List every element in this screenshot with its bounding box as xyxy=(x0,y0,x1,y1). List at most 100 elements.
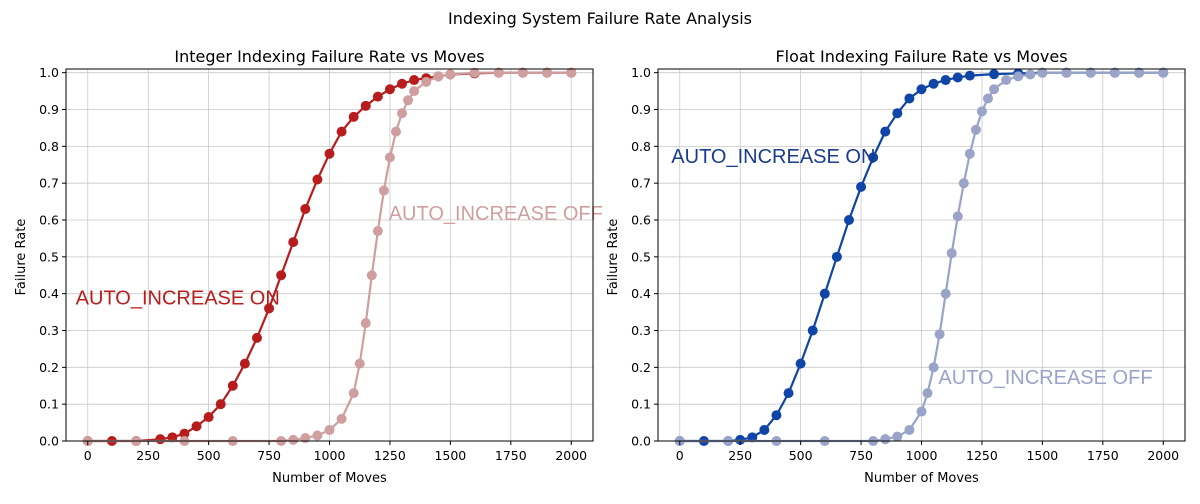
y-tick-label: 0.7 xyxy=(39,176,59,191)
plot-area: AUTO_INCREASE ON AUTO_INCREASE OFF 0 250 500… xyxy=(39,65,603,463)
data-point xyxy=(300,433,311,444)
data-point xyxy=(493,67,504,78)
data-point xyxy=(958,178,969,189)
x-tick-label: 1500 xyxy=(1026,448,1058,463)
data-point xyxy=(264,303,275,314)
data-point xyxy=(360,100,371,111)
data-point xyxy=(1061,67,1072,78)
data-point xyxy=(348,111,359,122)
data-point xyxy=(1001,75,1012,86)
data-point xyxy=(976,106,987,117)
data-point xyxy=(989,69,1000,80)
data-point xyxy=(288,434,299,445)
data-point xyxy=(312,174,323,185)
x-tick-label: 250 xyxy=(728,448,752,463)
y-tick-label: 0.7 xyxy=(631,176,651,191)
data-point xyxy=(783,388,794,399)
x-tick-label: 1750 xyxy=(1087,448,1119,463)
data-point xyxy=(517,67,528,78)
data-point xyxy=(1109,67,1120,78)
data-point xyxy=(989,84,1000,95)
y-tick-label: 0.6 xyxy=(39,213,59,228)
data-point xyxy=(880,434,891,445)
data-point xyxy=(964,148,975,159)
data-point xyxy=(982,93,993,104)
data-point xyxy=(324,424,335,435)
y-tick-label: 0.9 xyxy=(631,102,651,117)
x-tick-label: 2000 xyxy=(555,448,587,463)
x-tick-label: 250 xyxy=(136,448,160,463)
data-point xyxy=(952,72,963,83)
data-point xyxy=(916,406,927,417)
data-point xyxy=(928,78,939,89)
data-point xyxy=(916,84,927,95)
plot-area: AUTO_INCREASE ON AUTO_INCREASE OFF 0 250 500… xyxy=(631,65,1186,463)
y-tick-label: 0.8 xyxy=(631,139,651,154)
data-point xyxy=(397,78,408,89)
data-point xyxy=(191,421,202,432)
data-point xyxy=(288,237,299,248)
data-point xyxy=(1025,69,1036,80)
data-point xyxy=(251,332,262,343)
data-point xyxy=(771,410,782,421)
data-point xyxy=(276,270,287,281)
data-point xyxy=(856,181,867,192)
data-point xyxy=(372,91,383,102)
data-point xyxy=(1037,67,1048,78)
x-tick-label: 500 xyxy=(789,448,813,463)
data-point xyxy=(928,362,939,373)
data-point xyxy=(409,86,420,97)
y-tick-label: 0.3 xyxy=(39,323,59,338)
data-point xyxy=(970,124,981,135)
x-tick-label: 1250 xyxy=(966,448,998,463)
data-point xyxy=(155,434,166,445)
x-tick-label: 1000 xyxy=(314,448,346,463)
y-axis-label: Failure Rate xyxy=(606,219,621,296)
data-point xyxy=(952,211,963,222)
series-annotation: AUTO_INCREASE OFF xyxy=(389,203,603,225)
data-point xyxy=(336,126,347,137)
data-point xyxy=(831,251,842,262)
data-point xyxy=(403,95,414,106)
data-point xyxy=(807,325,818,336)
data-point xyxy=(964,70,975,81)
data-point xyxy=(167,432,178,443)
data-point xyxy=(378,185,389,196)
x-tick-label: 2000 xyxy=(1147,448,1179,463)
data-point xyxy=(819,288,830,299)
y-tick-label: 1.0 xyxy=(631,65,651,80)
data-point xyxy=(215,399,226,410)
x-axis-label: Number of Moves xyxy=(864,471,979,486)
x-tick-label: 0 xyxy=(84,448,92,463)
data-point xyxy=(360,318,371,329)
series-annotation: AUTO_INCREASE ON xyxy=(671,146,875,168)
data-point xyxy=(1085,67,1096,78)
y-tick-label: 0.6 xyxy=(631,213,651,228)
y-tick-label: 0.3 xyxy=(631,323,651,338)
data-point xyxy=(445,69,456,80)
data-point xyxy=(336,413,347,424)
x-tick-label: 1500 xyxy=(434,448,466,463)
float-indexing-panel: Float Indexing Failure Rate vs Moves Num… xyxy=(606,47,1186,486)
data-point xyxy=(880,126,891,137)
data-point xyxy=(433,71,444,82)
data-point xyxy=(542,67,553,78)
panel-title: Float Indexing Failure Rate vs Moves xyxy=(775,47,1067,66)
x-tick-label: 750 xyxy=(257,448,281,463)
y-tick-label: 0.4 xyxy=(631,286,651,301)
y-tick-label: 0.9 xyxy=(39,102,59,117)
x-tick-label: 1750 xyxy=(495,448,527,463)
data-point xyxy=(227,380,238,391)
x-tick-label: 0 xyxy=(676,448,684,463)
data-point xyxy=(397,108,408,119)
data-point xyxy=(904,424,915,435)
series-annotation: AUTO_INCREASE OFF xyxy=(938,367,1152,389)
data-point xyxy=(312,430,323,441)
data-point xyxy=(384,84,395,95)
y-tick-label: 0.2 xyxy=(39,360,59,375)
x-tick-label: 750 xyxy=(849,448,873,463)
x-tick-label: 1000 xyxy=(906,448,938,463)
y-tick-label: 0.8 xyxy=(39,139,59,154)
